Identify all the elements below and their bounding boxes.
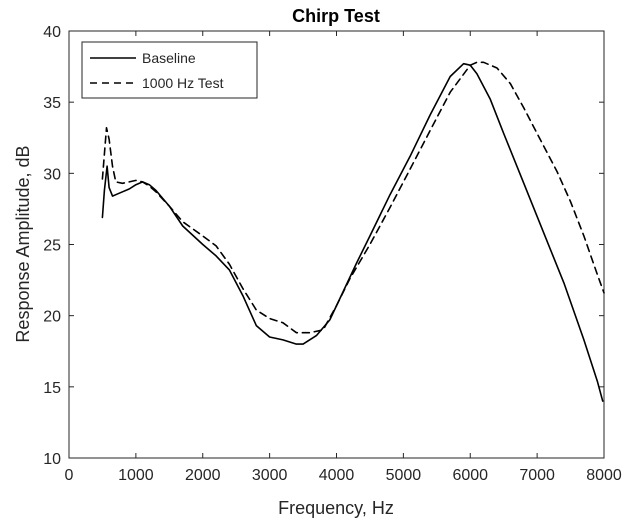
chart-title: Chirp Test xyxy=(292,6,380,26)
data-series xyxy=(101,61,605,402)
x-tick-label: 8000 xyxy=(586,467,622,484)
y-tick-label: 15 xyxy=(43,380,61,397)
series-line-1000hz-test xyxy=(101,61,605,334)
x-tick-label: 2000 xyxy=(185,467,221,484)
y-tick-label: 30 xyxy=(43,166,61,183)
legend-label-baseline: Baseline xyxy=(142,50,196,66)
x-tick-label: 1000 xyxy=(118,467,154,484)
y-tick-label: 10 xyxy=(43,451,61,468)
legend-label-1000hz: 1000 Hz Test xyxy=(142,75,224,91)
axis-ticks: 0 1000 2000 3000 4000 5000 6000 7000 8000 10 15 20 2… xyxy=(43,24,622,484)
legend: Baseline 1000 Hz Test xyxy=(81,41,258,99)
x-axis-label: Frequency, Hz xyxy=(278,498,394,518)
x-tick-label: 7000 xyxy=(519,467,555,484)
x-tick-label: 3000 xyxy=(252,467,288,484)
legend-box xyxy=(81,41,258,99)
x-tick-label: 5000 xyxy=(386,467,422,484)
x-tick-label: 0 xyxy=(65,467,74,484)
y-tick-label: 35 xyxy=(43,95,61,112)
y-axis-label: Response Amplitude, dB xyxy=(13,145,33,342)
x-tick-label: 6000 xyxy=(452,467,488,484)
y-tick-label: 40 xyxy=(43,24,61,41)
plot-area-frame xyxy=(68,30,605,459)
x-tick-label: 4000 xyxy=(319,467,355,484)
series-line-baseline xyxy=(101,62,604,402)
y-tick-label: 25 xyxy=(43,238,61,255)
y-tick-label: 20 xyxy=(43,309,61,326)
